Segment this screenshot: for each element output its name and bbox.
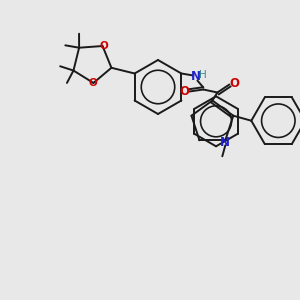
Text: O: O <box>88 78 97 88</box>
Text: O: O <box>230 77 239 90</box>
Text: N: N <box>190 70 200 83</box>
Text: O: O <box>179 85 189 98</box>
Text: N: N <box>220 136 230 149</box>
Text: O: O <box>99 41 108 51</box>
Text: H: H <box>199 70 206 80</box>
